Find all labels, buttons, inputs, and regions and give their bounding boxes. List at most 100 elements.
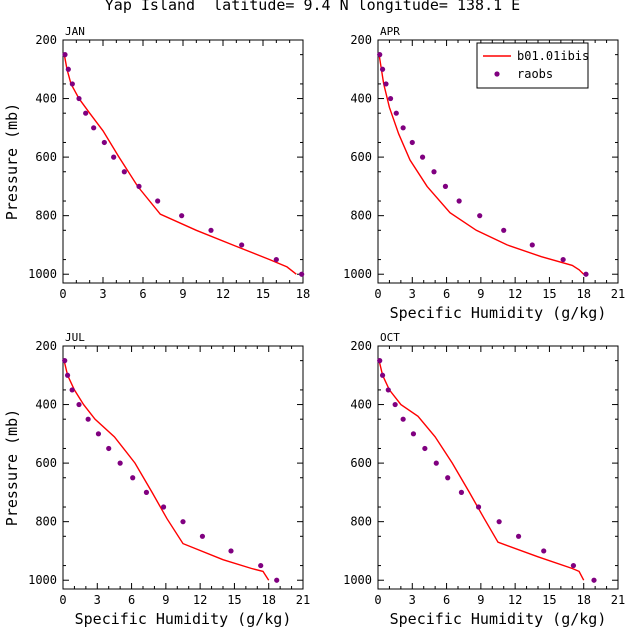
x-tick-label: 12 [193,593,207,607]
raobs-point [65,66,71,72]
y-tick-label: 600 [35,150,57,164]
y-tick-label: 600 [35,456,57,470]
y-tick-label: 800 [35,515,57,529]
x-tick-label: 9 [477,593,484,607]
raobs-point [433,460,439,466]
y-axis-label: Pressure (mb) [3,409,21,526]
figure-title: Yap Island latitude= 9.4 N longitude= 13… [104,0,521,14]
raobs-point [501,227,507,233]
panel-jan: 0 3 6 9 12 15 18 200 400 600 800 1000 JAN Pressure (m… [3,25,310,301]
raobs-point [379,372,386,378]
model-profile-line [378,360,585,581]
raobs-point [377,358,383,364]
raobs-point [400,416,406,422]
raobs-point [400,125,406,131]
raobs-point [143,489,150,495]
x-tick-label: 9 [179,287,186,301]
y-tick-label: 800 [35,209,57,223]
raobs-point [199,533,206,539]
raobs-point [64,372,71,378]
panel-oct: 0 3 6 9 12 15 18 21 200 400 600 800 1000 OCT Specific … [343,331,625,628]
raobs-point [76,401,82,408]
model-profile-line [63,360,270,581]
x-tick-label: 0 [59,593,66,607]
plot-frame [62,39,304,284]
legend-box [476,42,589,89]
x-tick-label: 0 [374,287,381,301]
x-axis-label: Specific Humidity (g/kg) [75,610,292,628]
x-tick-label: 6 [139,287,146,301]
y-tick-label: 400 [35,92,57,106]
x-tick-label: 12 [508,593,522,607]
x-tick-label: 15 [227,593,241,607]
x-tick-label: 3 [94,593,101,607]
plot-frame [377,39,619,284]
raobs-point [431,169,437,175]
panel-apr: 0 3 6 9 12 15 18 21 200 400 600 800 1000 APR Specific … [343,25,625,322]
x-axis-label: Specific Humidity (g/kg) [390,610,607,628]
legend-marker-swatch [494,71,500,77]
x-tick-label: 0 [374,593,381,607]
raobs-point [475,504,482,510]
x-tick-label: 18 [576,593,590,607]
raobs-point [410,431,417,437]
raobs-point [228,548,234,554]
y-tick-label: 200 [35,339,57,353]
raobs-point [377,52,383,58]
y-tick-label: 1000 [343,573,372,587]
x-tick-label: 15 [542,593,556,607]
legend-label-raobs: raobs [517,67,553,81]
y-tick-label: 800 [350,209,372,223]
raobs-point [583,271,589,277]
raobs-point [393,110,399,116]
raobs-point [101,139,107,146]
raobs-point [62,358,68,364]
x-tick-label: 6 [443,593,450,607]
y-tick-label: 1000 [343,267,372,281]
raobs-point [258,562,264,569]
raobs-point [69,81,75,87]
y-tick-label: 200 [350,339,372,353]
y-tick-label: 1000 [28,267,57,281]
x-tick-label: 21 [611,287,625,301]
raobs-point [106,445,112,452]
legend-label-model: b01.01ibis [517,49,589,63]
raobs-point [179,213,185,219]
raobs-point [560,256,566,263]
x-tick-label: 12 [216,287,230,301]
raobs-point [392,401,398,408]
y-tick-label: 400 [350,92,372,106]
y-tick-label: 600 [350,456,372,470]
panel-label: JUL [65,331,85,344]
y-tick-label: 400 [350,398,372,412]
y-tick-label: 600 [350,150,372,164]
raobs-point [496,519,502,525]
x-axis-label: Specific Humidity (g/kg) [390,304,607,322]
raobs-point [111,154,117,160]
raobs-point [299,271,305,277]
model-profile-line [63,54,297,275]
x-tick-label: 18 [296,287,310,301]
raobs-point [95,431,102,437]
raobs-point [458,489,465,495]
x-tick-label: 21 [611,593,625,607]
raobs-point [160,504,167,510]
panel-label: APR [380,25,400,38]
raobs-point [76,95,82,102]
y-tick-label: 1000 [28,573,57,587]
x-tick-label: 0 [59,287,66,301]
legend: b01.01ibis raobs [476,42,589,89]
x-tick-label: 9 [162,593,169,607]
raobs-point [591,577,597,583]
raobs-point [121,169,127,175]
x-tick-label: 6 [128,593,135,607]
raobs-point [69,387,75,393]
raobs-point [445,475,451,481]
raobs-point [83,110,89,116]
raobs-point [130,475,136,481]
raobs-point [387,95,394,102]
panel-jul: 0 3 6 9 12 15 18 21 200 400 600 800 1000 JUL Specific … [3,331,310,628]
raobs-point [208,227,214,233]
raobs-point [273,256,279,263]
